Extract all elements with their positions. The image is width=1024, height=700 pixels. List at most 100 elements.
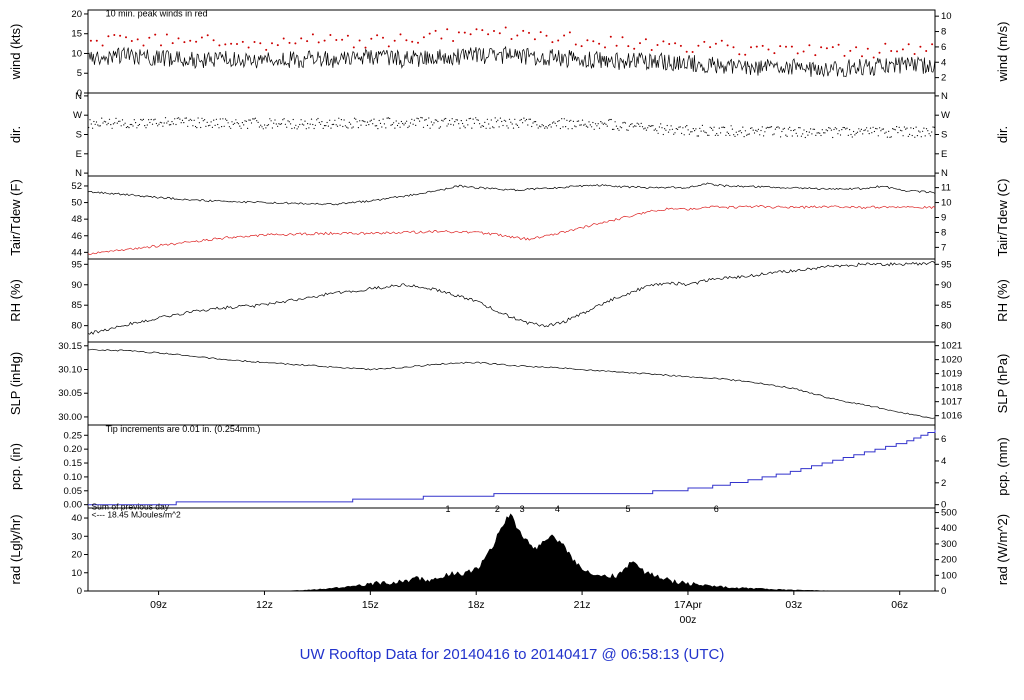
right-tick-label: 1017 [941, 397, 962, 408]
axis-label-right-temp: Tair/Tdew (C) [995, 178, 1010, 256]
x-tick-label: 15z [362, 599, 379, 611]
annotation-rad-6: 5 [625, 504, 630, 514]
left-tick-label: 0.05 [64, 486, 83, 497]
axis-label-left-slp: SLP (inHg) [8, 352, 23, 415]
left-tick-label: 85 [71, 300, 82, 311]
x-tick-label: 03z [785, 599, 802, 611]
left-tick-label: 0 [77, 586, 82, 597]
x-tick-label: 09z [150, 599, 167, 611]
right-tick-label: 85 [941, 300, 952, 311]
axis-label-left-dir: dir. [8, 126, 23, 143]
left-tick-label: S [76, 130, 82, 141]
panel-border-pcp [87, 424, 936, 509]
right-tick-label: 100 [941, 570, 957, 581]
right-tick-label: 1021 [941, 341, 962, 352]
left-tick-label: W [73, 110, 82, 121]
right-tick-label: 4 [941, 57, 946, 68]
axis-label-left-rh: RH (%) [8, 279, 23, 322]
series-tair [87, 182, 936, 206]
right-tick-label: 80 [941, 321, 952, 332]
left-tick-label: 30.05 [58, 388, 82, 399]
right-tick-label: 10 [941, 198, 952, 209]
axis-label-right-rh: RH (%) [995, 279, 1010, 322]
right-tick-label: N [941, 168, 948, 179]
annotation-pcp-0: Tip increments are 0.01 in. (0.254mm.) [106, 424, 261, 434]
axis-label-right-wind: wind (m/s) [995, 22, 1010, 83]
axis-label-left-pcp: pcp. (in) [8, 443, 23, 490]
right-tick-label: 11 [941, 183, 951, 194]
annotation-rad-1: <--- 18.45 MJoules/m^2 [92, 510, 182, 520]
left-tick-label: 0.10 [64, 472, 83, 483]
right-tick-label: W [941, 110, 950, 121]
right-tick-label: 200 [941, 555, 957, 566]
left-tick-label: 0.20 [64, 444, 83, 455]
left-tick-label: 20 [71, 9, 82, 20]
left-tick-label: 0 [77, 88, 82, 99]
left-tick-label: 52 [71, 181, 82, 192]
left-tick-label: 90 [71, 280, 82, 291]
annotation-rad-3: 2 [495, 504, 500, 514]
left-tick-label: 15 [71, 29, 82, 40]
x-tick-label: 21z [574, 599, 591, 611]
annotation-wind-0: 10 min. peak winds in red [106, 9, 208, 19]
right-tick-label: 4 [941, 456, 946, 467]
left-tick-label: 48 [71, 214, 82, 225]
series-tdew [87, 205, 936, 255]
left-tick-label: 40 [71, 513, 82, 524]
panel-wind: 20 15 10 5 0 10 8 6 4 2 wind (kts) wind (m/s) 10 min… [8, 9, 1010, 99]
right-tick-label: 7 [941, 242, 946, 253]
series-solar-radiation [88, 513, 935, 592]
right-tick-label: 95 [941, 259, 952, 270]
x-tick-label: 18z [468, 599, 485, 611]
right-tick-label: 9 [941, 213, 946, 224]
panel-border-slp [87, 341, 936, 426]
right-tick-label: N [941, 91, 948, 102]
left-tick-label: 95 [71, 259, 82, 270]
left-tick-label: 44 [71, 247, 82, 258]
x-tick-sublabel: 00z [679, 614, 696, 626]
left-tick-label: 46 [71, 231, 82, 242]
left-tick-label: 50 [71, 198, 82, 209]
axis-label-right-dir: dir. [995, 126, 1010, 143]
right-tick-label: 6 [941, 434, 946, 445]
series-wind-speed [87, 45, 936, 78]
panel-border-dir [87, 92, 936, 177]
left-tick-label: 80 [71, 321, 82, 332]
right-tick-label: S [941, 130, 947, 141]
left-tick-label: 30.10 [58, 365, 82, 376]
axis-label-right-rad: rad (W/m^2) [995, 514, 1010, 585]
right-tick-label: 400 [941, 523, 957, 534]
x-tick-label: 06z [891, 599, 908, 611]
panel-pcp: 0.25 0.20 0.15 0.10 0.05 0.00 6 4 2 0 pcp. (in) pcp… [8, 424, 1010, 511]
right-tick-label: 90 [941, 280, 952, 291]
left-tick-label: 30 [71, 531, 82, 542]
left-tick-label: 0.00 [64, 500, 83, 511]
left-tick-label: 10 [71, 568, 82, 579]
axis-label-left-rad: rad (Lgly/hr) [8, 514, 23, 584]
right-tick-label: 1016 [941, 411, 962, 422]
right-tick-label: 6 [941, 42, 946, 53]
right-tick-label: 1018 [941, 383, 962, 394]
panel-rh: 95 90 85 80 95 90 85 80 RH (%) RH (%) [8, 258, 1010, 343]
right-tick-label: 300 [941, 539, 957, 550]
axis-label-left-wind: wind (kts) [8, 24, 23, 81]
right-tick-label: 0 [941, 500, 946, 511]
annotation-rad-2: 1 [445, 504, 450, 514]
right-tick-label: E [941, 149, 947, 160]
right-tick-label: 1020 [941, 355, 962, 366]
x-tick-label: 17Apr [674, 599, 703, 611]
annotation-rad-0: Sum of previous day [92, 502, 170, 512]
panel-border-wind [87, 9, 936, 94]
series-wind-direction [88, 116, 935, 139]
annotation-rad-4: 3 [520, 504, 525, 514]
axis-label-left-temp: Tair/Tdew (F) [8, 179, 23, 256]
series-wind-peak [89, 26, 934, 59]
series-slp [87, 348, 936, 419]
axis-label-right-slp: SLP (hPa) [995, 354, 1010, 414]
panel-border-rh [87, 258, 936, 343]
right-tick-label: 2 [941, 73, 946, 84]
